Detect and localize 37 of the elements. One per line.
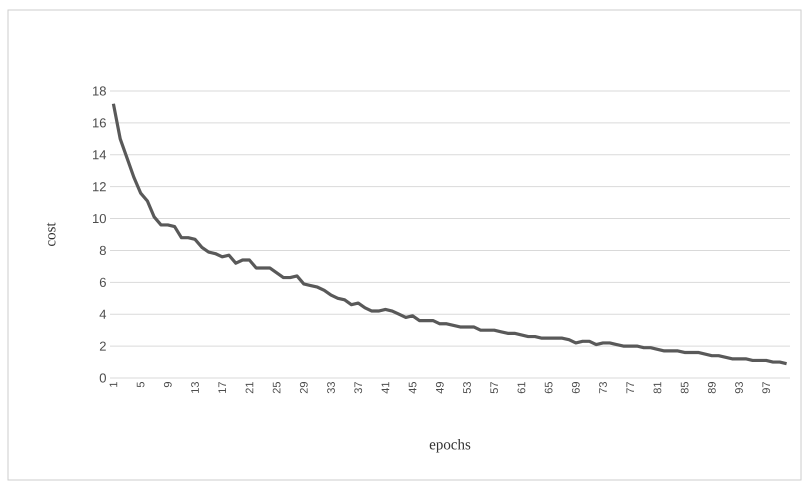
y-tick-label: 16 [92,118,106,128]
x-tick-label: 29 [300,382,308,394]
x-tick-label: 45 [408,382,416,394]
x-tick-label: 37 [354,382,362,394]
x-tick-label: 17 [218,382,226,393]
x-tick-label: 9 [164,382,172,388]
x-tick-label: 81 [654,382,662,394]
x-tick-label: 77 [626,382,634,394]
x-tick-label: 41 [382,382,390,394]
x-tick-label: 85 [680,382,688,394]
x-tick-label: 65 [544,382,552,394]
x-tick-label: 89 [708,382,716,394]
x-tick-label: 49 [436,382,444,394]
y-tick-label: 4 [100,310,106,319]
x-tick-label: 93 [735,382,743,394]
y-tick-label: 14 [92,150,106,160]
x-tick-label: 33 [327,382,335,394]
y-tick-label: 2 [100,342,106,351]
y-axis-title: cost [46,222,56,246]
y-tick-label: 12 [92,182,106,192]
x-tick-label: 21 [246,382,254,394]
y-tick-label: 10 [92,214,106,224]
y-tick-label: 18 [92,86,106,96]
x-tick-label: 61 [518,382,526,394]
x-tick-label: 97 [762,382,770,394]
x-tick-label: 1 [110,382,118,387]
x-tick-label: 57 [490,382,498,394]
y-tick-label: 0 [100,373,106,383]
x-tick-label: 13 [191,382,199,393]
x-tick-label: 53 [463,382,471,394]
x-tick-label: 5 [136,382,144,388]
x-tick-label: 25 [272,382,280,394]
x-tick-label: 73 [599,382,607,394]
x-tick-label: 69 [572,382,580,394]
y-tick-label: 6 [100,278,106,287]
x-axis-title: epochs [430,438,470,453]
y-tick-label: 8 [100,246,106,256]
